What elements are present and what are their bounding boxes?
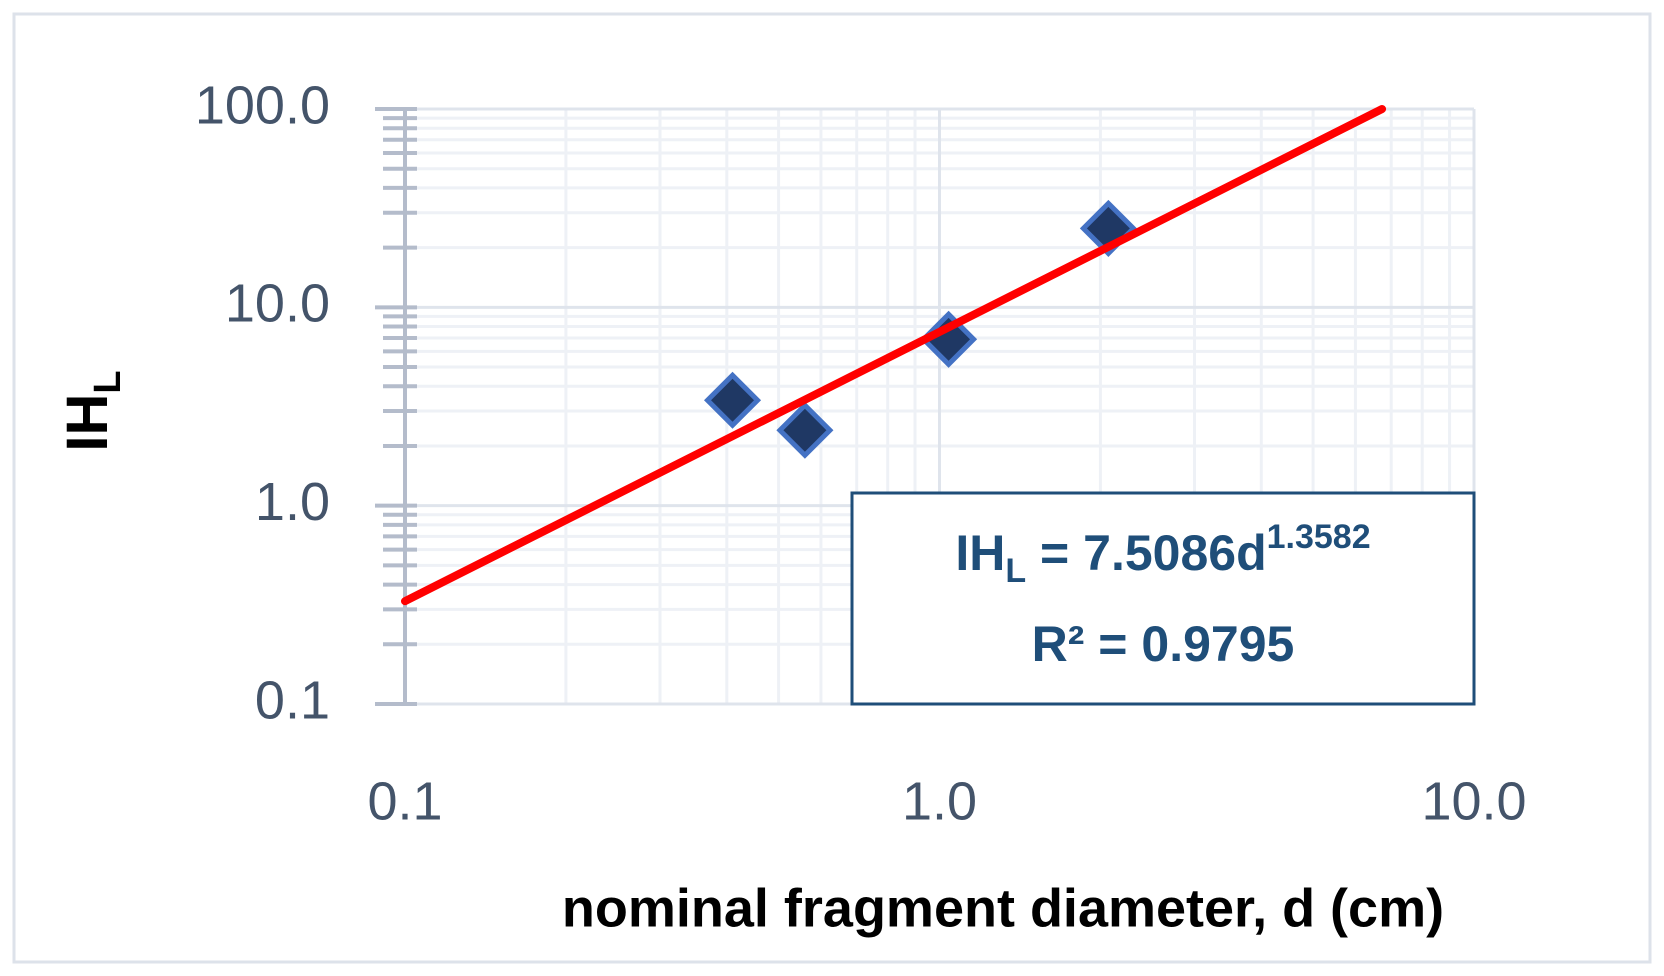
data-point	[703, 371, 762, 429]
y-tick-label: 10.0	[225, 274, 330, 334]
chart-border	[12, 12, 1652, 964]
y-tick-label: 100.0	[195, 75, 330, 135]
x-tick-label: 10.0	[1421, 771, 1526, 831]
r-squared: R² = 0.9795	[1032, 616, 1295, 672]
y-axis-label: IHL	[55, 370, 129, 451]
equation-box	[850, 491, 1476, 706]
y-tick-label: 1.0	[255, 472, 330, 532]
data-point	[776, 401, 834, 459]
y-label-main: IH	[55, 394, 120, 452]
trendline	[401, 105, 1387, 606]
x-axis-label: nominal fragment diameter, d (cm)	[562, 878, 1444, 938]
x-tick-label: 0.1	[367, 771, 442, 831]
equation-rhs: = 7.5086d	[1026, 525, 1266, 581]
x-tick-label: 1.0	[902, 771, 977, 831]
equation-lhs: IH	[955, 525, 1005, 581]
equation-exponent: 1.3582	[1267, 518, 1371, 556]
data-point	[1079, 199, 1137, 257]
y-tick-label: 0.1	[255, 670, 330, 730]
data-point	[920, 310, 978, 368]
equation-subscript: L	[1005, 552, 1026, 590]
equation: IHL = 7.5086d1.3582	[955, 518, 1370, 590]
y-label-subscript: L	[87, 370, 129, 393]
